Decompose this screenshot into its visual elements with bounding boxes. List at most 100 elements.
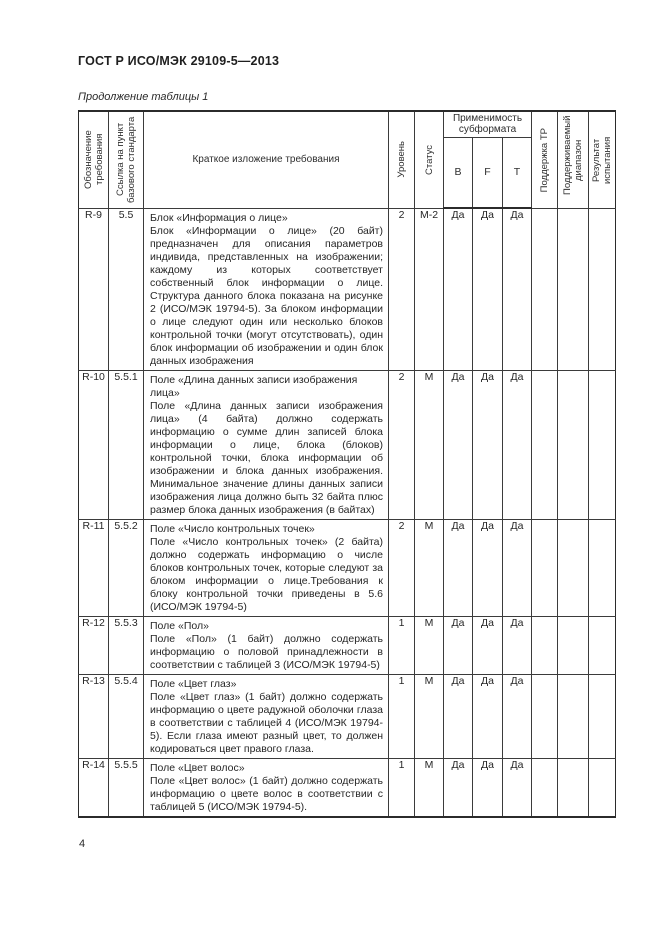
cell-subformat-f: Да xyxy=(472,518,503,617)
cell-result xyxy=(588,369,616,520)
header-range: Поддерживаемый диапазон xyxy=(557,110,589,209)
cell-subformat-b: Да xyxy=(443,615,473,675)
cell-reference: 5.5.5 xyxy=(108,757,144,818)
cell-result xyxy=(588,615,616,675)
cell-status: М xyxy=(414,615,444,675)
cell-summary: Поле «Число контрольных точек» Поле «Чис… xyxy=(143,518,389,617)
cell-result xyxy=(588,673,616,759)
cell-result xyxy=(588,207,616,371)
cell-designation: R-13 xyxy=(78,673,109,759)
cell-summary: Поле «Цвет волос» Поле «Цвет волос» (1 б… xyxy=(143,757,389,818)
cell-subformat-f: Да xyxy=(472,369,503,520)
cell-range xyxy=(557,757,589,818)
cell-subformat-f: Да xyxy=(472,615,503,675)
cell-summary: Поле «Длина данных записи изображения ли… xyxy=(143,369,389,520)
cell-tr-support xyxy=(531,518,558,617)
cell-designation: R-11 xyxy=(78,518,109,617)
cell-status: М xyxy=(414,757,444,818)
cell-tr-support xyxy=(531,615,558,675)
cell-tr-support xyxy=(531,369,558,520)
header-level-label: Уровень xyxy=(396,141,407,179)
cell-level: 2 xyxy=(388,518,415,617)
cell-summary: Блок «Информация о лице» Блок «Информаци… xyxy=(143,207,389,371)
header-status-label: Статус xyxy=(423,144,435,175)
header-subformat-b: B xyxy=(443,136,473,209)
requirement-body: Поле «Пол» (1 байт) должно содержать инф… xyxy=(150,632,383,671)
cell-subformat-b: Да xyxy=(443,207,473,371)
document-title: ГОСТ Р ИСО/МЭК 29109-5—2013 xyxy=(78,54,280,68)
header-summary: Краткое изложение требования xyxy=(143,110,389,209)
cell-designation: R-14 xyxy=(78,757,109,818)
cell-range xyxy=(557,207,589,371)
cell-subformat-f: Да xyxy=(472,673,503,759)
requirement-title: Поле «Число контрольных точек» xyxy=(150,522,315,535)
cell-range xyxy=(557,673,589,759)
header-result-label: Результат испытания xyxy=(591,136,613,184)
cell-level: 2 xyxy=(388,369,415,520)
cell-result xyxy=(588,518,616,617)
header-tr-support-label: Поддержка ТР xyxy=(539,127,550,192)
header-status: Статус xyxy=(414,110,444,209)
requirement-title: Поле «Длина данных записи изображения ли… xyxy=(150,373,358,399)
cell-summary: Поле «Цвет глаз» Поле «Цвет глаз» (1 бай… xyxy=(143,673,389,759)
cell-designation: R-10 xyxy=(78,369,109,520)
requirement-body: Поле «Цвет глаз» (1 байт) должно содержа… xyxy=(150,690,383,755)
cell-level: 1 xyxy=(388,615,415,675)
cell-subformat-t: Да xyxy=(502,369,532,520)
table-row-r11: R-11 5.5.2 Поле «Число контрольных точек… xyxy=(78,518,616,617)
page-number: 4 xyxy=(79,838,86,850)
cell-tr-support xyxy=(531,673,558,759)
header-designation-label: Обозначение требования xyxy=(82,130,105,190)
cell-reference: 5.5.4 xyxy=(108,673,144,759)
cell-status: М xyxy=(414,673,444,759)
header-result: Результат испытания xyxy=(588,110,616,209)
header-reference-label: Ссылка на пункт базового стандарта xyxy=(115,116,137,203)
table-row-r10: R-10 5.5.1 Поле «Длина данных записи изо… xyxy=(78,369,616,520)
cell-level: 2 xyxy=(388,207,415,371)
cell-subformat-f: Да xyxy=(472,757,503,818)
cell-reference: 5.5 xyxy=(108,207,144,371)
requirement-body: Поле «Цвет волос» (1 байт) должно содерж… xyxy=(150,774,383,813)
header-subformat-group: Применимость субформата xyxy=(443,110,532,138)
cell-summary: Поле «Пол» Поле «Пол» (1 байт) должно со… xyxy=(143,615,389,675)
cell-reference: 5.5.2 xyxy=(108,518,144,617)
cell-subformat-b: Да xyxy=(443,369,473,520)
cell-subformat-t: Да xyxy=(502,207,532,371)
cell-range xyxy=(557,518,589,617)
requirement-title: Поле «Цвет глаз» xyxy=(150,677,237,690)
cell-subformat-b: Да xyxy=(443,673,473,759)
cell-result xyxy=(588,757,616,818)
header-level: Уровень xyxy=(388,110,415,209)
requirement-body: Поле «Число контрольных точек» (2 байта)… xyxy=(150,535,383,613)
cell-range xyxy=(557,615,589,675)
cell-range xyxy=(557,369,589,520)
header-subformat-f: F xyxy=(472,136,503,209)
requirement-title: Поле «Пол» xyxy=(150,619,210,632)
cell-reference: 5.5.3 xyxy=(108,615,144,675)
cell-subformat-t: Да xyxy=(502,518,532,617)
cell-level: 1 xyxy=(388,673,415,759)
table-row-r14: R-14 5.5.5 Поле «Цвет волос» Поле «Цвет … xyxy=(78,757,616,818)
cell-status: М-2 xyxy=(414,207,444,371)
cell-level: 1 xyxy=(388,757,415,818)
requirement-title: Поле «Цвет волос» xyxy=(150,761,245,774)
header-designation: Обозначение требования xyxy=(78,110,109,209)
cell-tr-support xyxy=(531,757,558,818)
cell-status: М xyxy=(414,369,444,520)
cell-designation: R-9 xyxy=(78,207,109,371)
table-row-r12: R-12 5.5.3 Поле «Пол» Поле «Пол» (1 байт… xyxy=(78,615,616,675)
cell-status: М xyxy=(414,518,444,617)
header-reference: Ссылка на пункт базового стандарта xyxy=(108,110,144,209)
requirement-title: Блок «Информация о лице» xyxy=(150,211,288,224)
cell-tr-support xyxy=(531,207,558,371)
cell-reference: 5.5.1 xyxy=(108,369,144,520)
cell-designation: R-12 xyxy=(78,615,109,675)
cell-subformat-b: Да xyxy=(443,757,473,818)
cell-subformat-b: Да xyxy=(443,518,473,617)
cell-subformat-t: Да xyxy=(502,615,532,675)
table-caption: Продолжение таблицы 1 xyxy=(78,91,209,103)
cell-subformat-f: Да xyxy=(472,207,503,371)
header-range-label: Поддерживаемый диапазон xyxy=(562,115,584,195)
requirements-table: Обозначение требования Ссылка на пункт б… xyxy=(78,110,616,818)
